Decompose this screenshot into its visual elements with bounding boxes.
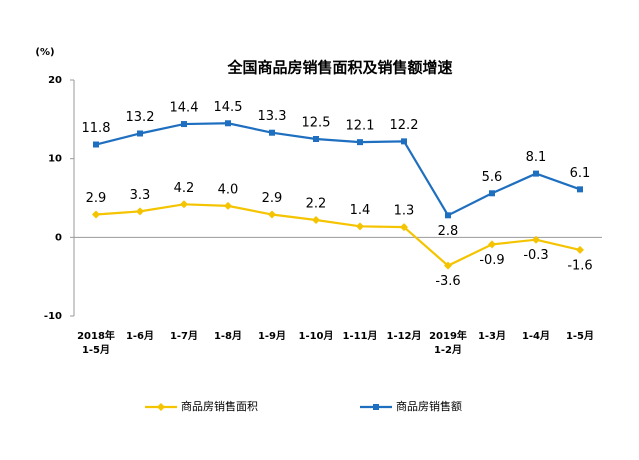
y-tick-label: 10	[48, 154, 62, 165]
data-label: -1.6	[567, 258, 592, 273]
x-tick-label: 1-9月	[258, 330, 286, 342]
data-label: 5.6	[482, 170, 503, 185]
x-tick-label: 2018年 1-5月	[77, 329, 115, 356]
data-label: 2.8	[438, 224, 459, 239]
marker	[357, 139, 363, 146]
x-tick-line: 1-2月	[434, 344, 462, 356]
data-label: 2.9	[262, 191, 283, 206]
marker	[489, 190, 495, 197]
data-label: 14.4	[170, 101, 199, 116]
x-tick-label: 1-8月	[214, 330, 242, 342]
x-tick-label: 1-12月	[386, 330, 421, 342]
data-label: 2.9	[86, 191, 107, 206]
marker	[312, 216, 320, 225]
y-tick-label: 0	[55, 232, 62, 243]
marker	[93, 141, 99, 148]
marker	[577, 186, 583, 193]
legend-label: 商品房销售额	[396, 399, 462, 413]
x-tick-label: 2019年 1-2月	[429, 329, 467, 356]
marker	[224, 201, 232, 210]
marker	[444, 261, 452, 270]
marker	[268, 210, 276, 219]
legend-marker	[157, 403, 165, 411]
x-tick-label: 1-3月	[478, 330, 506, 342]
marker	[400, 223, 408, 232]
data-label: 12.2	[390, 118, 419, 133]
series-line	[95, 203, 581, 267]
data-label: 6.1	[570, 166, 591, 181]
x-tick-label: 1-5月	[566, 330, 594, 342]
data-label: 1.4	[350, 203, 371, 218]
x-tick-line: 2018年	[77, 329, 115, 342]
x-tick-line: 2019年	[429, 329, 467, 342]
y-axis-label: (%)	[35, 47, 54, 58]
y-tick-label: -10	[44, 311, 62, 322]
data-label: 4.0	[218, 182, 239, 197]
data-label: -0.3	[523, 248, 548, 263]
marker	[445, 212, 451, 219]
marker	[313, 136, 319, 142]
x-tick-label: 1-11月	[342, 330, 377, 342]
marker	[181, 121, 187, 128]
legend-marker	[373, 404, 379, 410]
data-label: 13.3	[258, 109, 287, 124]
data-label: -3.6	[435, 274, 460, 289]
x-tick-label: 1-4月	[522, 330, 550, 342]
data-label: 2.2	[306, 197, 327, 212]
x-tick-label: 1-6月	[126, 330, 154, 342]
marker	[576, 245, 584, 254]
marker	[137, 130, 143, 137]
data-label: 3.3	[130, 188, 151, 203]
marker	[180, 200, 188, 209]
legend-label: 商品房销售面积	[181, 399, 258, 413]
data-label: 13.2	[126, 110, 155, 125]
data-label: 14.5	[214, 100, 243, 115]
data-label: 8.1	[526, 150, 547, 165]
marker	[356, 222, 364, 231]
marker	[136, 207, 144, 216]
data-label: 12.5	[302, 116, 331, 131]
chart-title: 全国商品房销售面积及销售额增速	[226, 59, 452, 77]
series-line	[95, 122, 581, 217]
y-tick-label: 20	[48, 75, 62, 86]
x-tick-label: 1-10月	[298, 330, 333, 342]
data-label: 11.8	[82, 121, 111, 136]
data-label: 4.2	[174, 181, 195, 196]
x-tick-label: 1-7月	[170, 330, 198, 342]
data-label: -0.9	[479, 253, 504, 268]
marker	[225, 120, 231, 127]
marker	[533, 170, 539, 177]
data-label: 12.1	[346, 119, 375, 134]
marker	[532, 235, 540, 244]
marker	[488, 240, 496, 249]
marker	[92, 210, 100, 219]
marker	[401, 138, 407, 145]
marker	[269, 129, 275, 136]
x-tick-line: 1-5月	[82, 344, 110, 356]
data-label: 1.3	[394, 204, 415, 219]
